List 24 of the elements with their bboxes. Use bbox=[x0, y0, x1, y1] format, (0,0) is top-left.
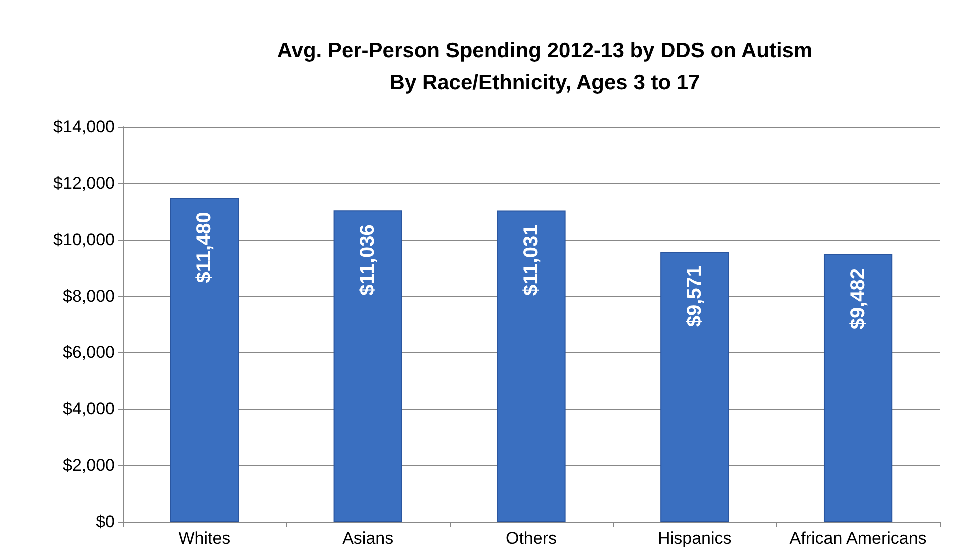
y-tick-label: $4,000 bbox=[63, 400, 115, 419]
x-tick-label: African Americans bbox=[790, 529, 927, 548]
y-tick-label: $6,000 bbox=[63, 343, 115, 362]
bar bbox=[497, 210, 566, 522]
y-tick-label: $0 bbox=[96, 512, 115, 532]
data-label: $9,482 bbox=[847, 268, 870, 330]
bar bbox=[824, 254, 893, 522]
x-tick-label: Hispanics bbox=[658, 529, 732, 548]
data-label: $11,480 bbox=[194, 212, 216, 284]
y-tick-label: $2,000 bbox=[63, 456, 115, 476]
bar bbox=[334, 210, 402, 522]
y-tick-label: $10,000 bbox=[54, 230, 115, 250]
data-label: $11,036 bbox=[357, 224, 380, 296]
y-tick-label: $8,000 bbox=[63, 286, 115, 306]
data-label: $9,571 bbox=[684, 266, 706, 328]
bar bbox=[170, 198, 240, 522]
y-tick-label: $12,000 bbox=[54, 174, 115, 193]
x-tick-label: Others bbox=[506, 529, 558, 548]
data-label: $11,031 bbox=[520, 224, 542, 296]
y-tick-label: $14,000 bbox=[54, 118, 115, 136]
chart-title: Avg. Per-Person Spending 2012-13 by DDS on Autism By Race/Ethnicity, Ages 3 to 17 bbox=[277, 40, 813, 94]
bar bbox=[660, 252, 730, 522]
x-tick-label: Whites bbox=[178, 529, 231, 548]
x-tick-label: Asians bbox=[342, 529, 394, 548]
